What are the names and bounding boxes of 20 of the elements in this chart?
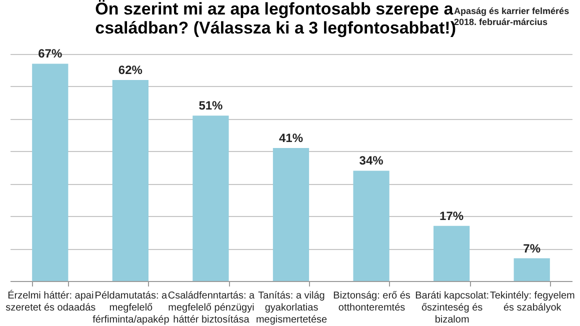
data-label: 34%	[359, 154, 384, 168]
bar	[112, 80, 148, 281]
x-tick-label: Baráti kapcsolat: őszinteség és bizalom	[415, 290, 490, 326]
bar	[353, 170, 390, 281]
x-tick-label: Biztonság: erő és otthonteremtés	[333, 290, 410, 314]
x-tick-label: Tekintély: fegyelem és szabályok	[490, 290, 575, 314]
data-label: 51%	[198, 98, 224, 113]
bar	[192, 116, 229, 281]
data-label: 67%	[38, 46, 62, 61]
x-tick-label: Családfenntartás: a megfelelő pénzügyi háttér biztosítása	[168, 290, 256, 326]
bar	[32, 64, 68, 281]
text: Apaság és karrier felmérés 2018. február-március	[454, 6, 570, 28]
data-label: 41%	[278, 131, 304, 146]
bar	[272, 148, 310, 281]
x-tick-label: Tanítás: a világ gyakorlatias megismertetése	[256, 290, 328, 326]
data-label: 62%	[118, 62, 143, 77]
data-label: 17%	[440, 208, 464, 223]
bar	[514, 258, 550, 281]
bar	[434, 226, 470, 281]
data-label: 7%	[523, 241, 541, 256]
